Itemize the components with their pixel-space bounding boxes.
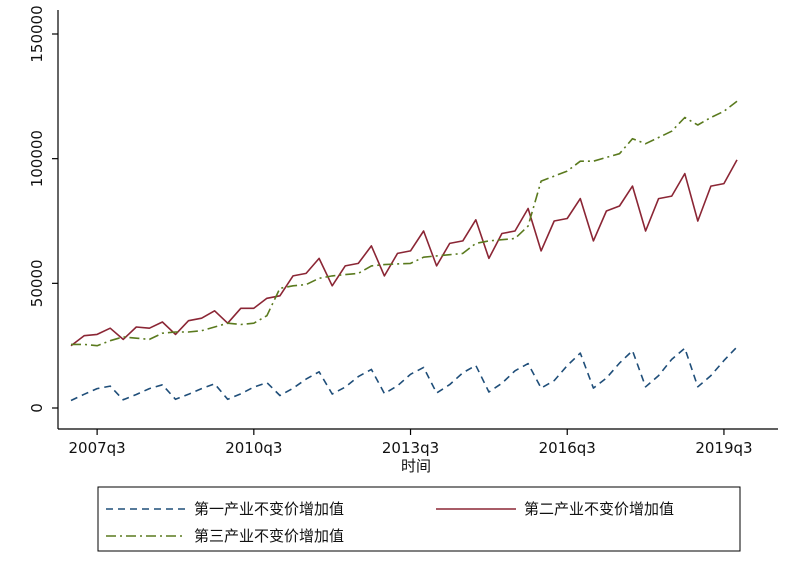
x-tick-label: 2010q3 bbox=[225, 439, 282, 457]
series-line-2 bbox=[70, 159, 738, 347]
y-tick-label: 150000 bbox=[28, 5, 46, 62]
axes: 0 50000 100000 150000 2007q3 2010q3 2013q3 2016… bbox=[28, 5, 778, 457]
legend-label-2: 第二产业不变价增加值 bbox=[524, 500, 674, 518]
series-line-3 bbox=[71, 100, 738, 347]
y-tick-label: 50000 bbox=[28, 259, 46, 307]
y-tick-label: 0 bbox=[28, 403, 46, 413]
x-tick-label: 2013q3 bbox=[382, 439, 439, 457]
series-layer bbox=[70, 100, 738, 402]
x-tick-label: 2016q3 bbox=[539, 439, 596, 457]
legend-label-3: 第三产业不变价增加值 bbox=[194, 527, 344, 545]
legend-box bbox=[97, 486, 741, 552]
x-tick-label: 2019q3 bbox=[695, 439, 752, 457]
series-line-1 bbox=[70, 346, 738, 402]
x-tick-label: 2007q3 bbox=[68, 439, 125, 457]
x-axis-title: 时间 bbox=[401, 457, 431, 475]
legend-label-1: 第一产业不变价增加值 bbox=[194, 500, 344, 518]
y-tick-label: 100000 bbox=[28, 130, 46, 187]
